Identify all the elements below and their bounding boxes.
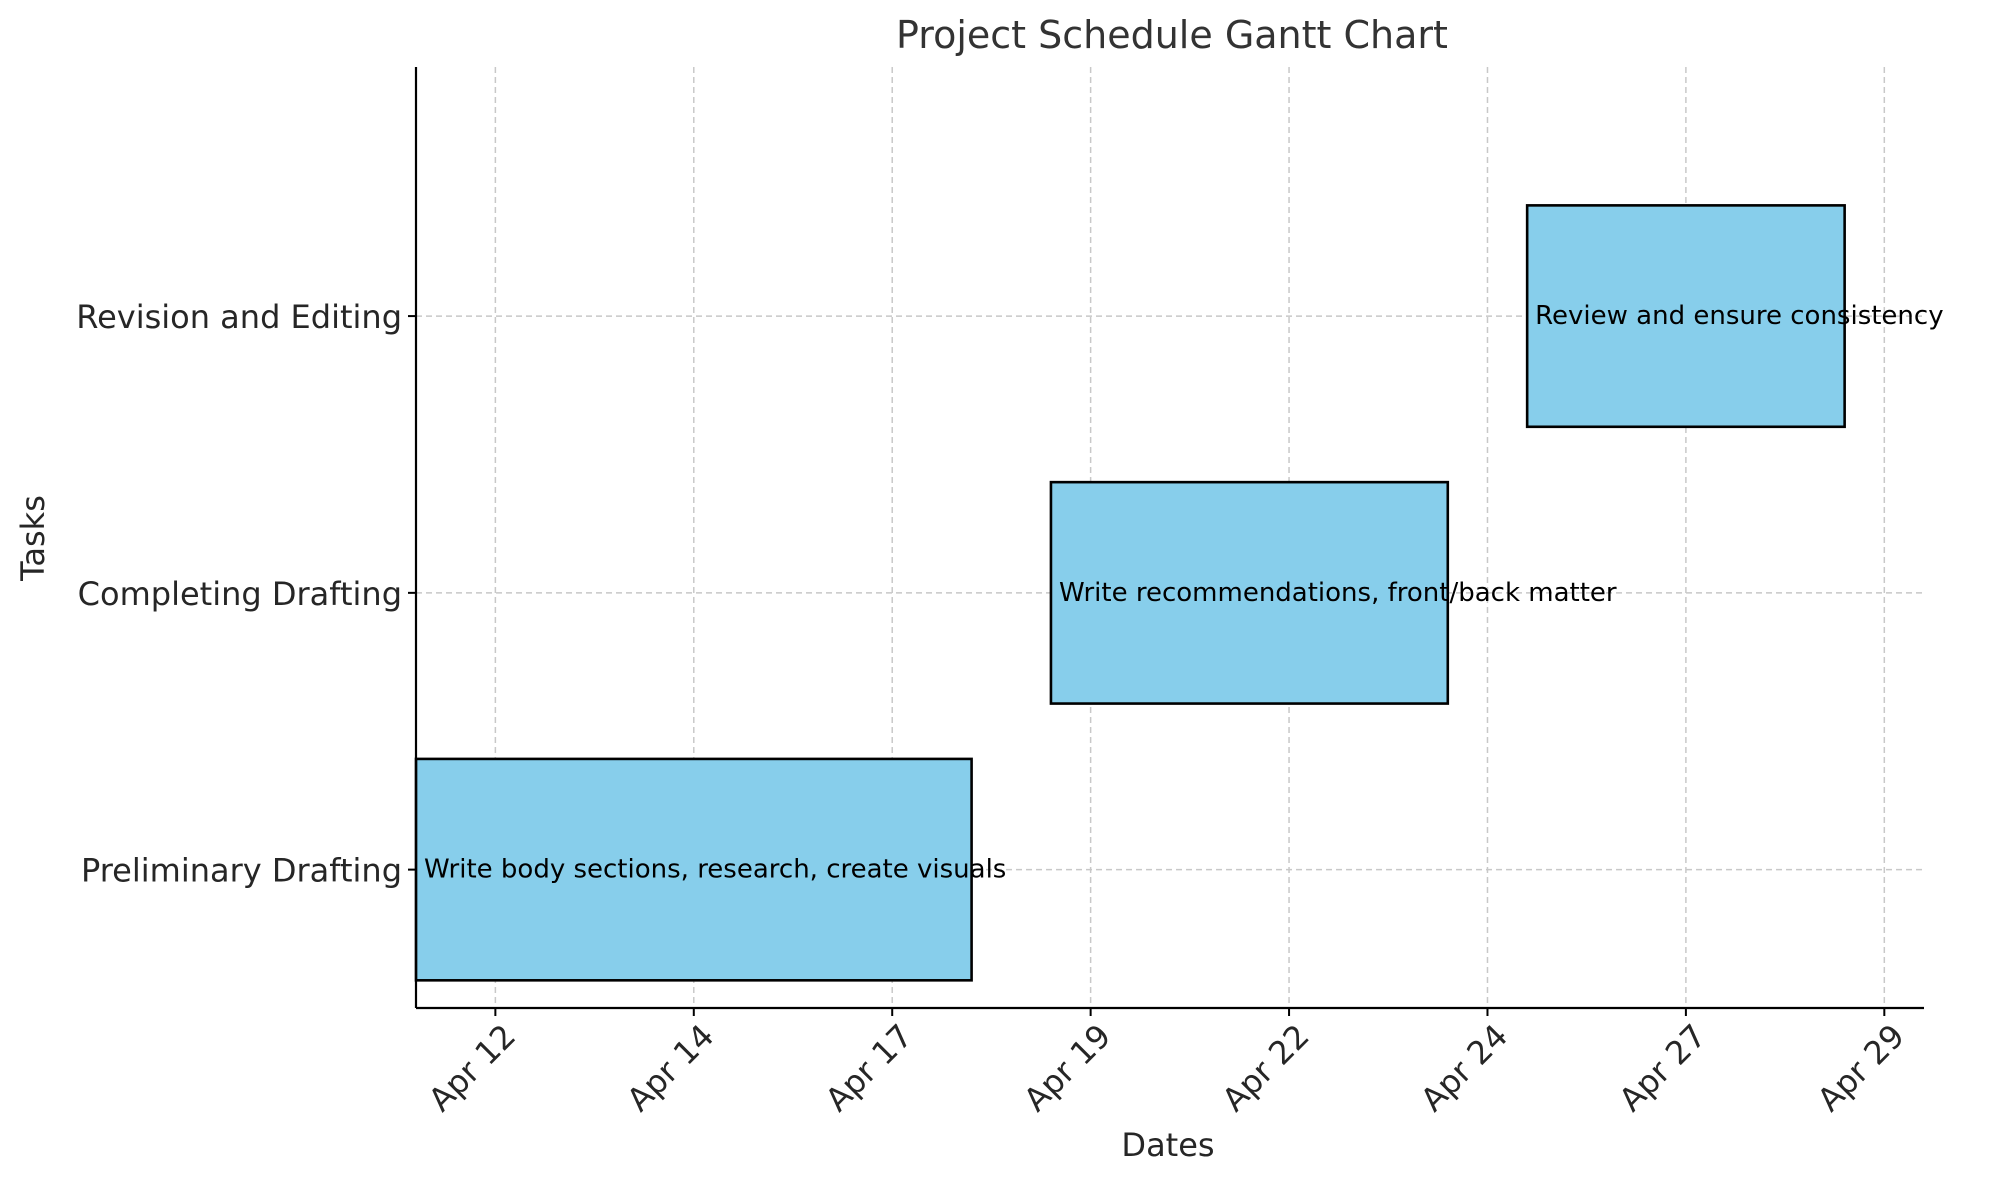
task-bar <box>1525 204 1846 429</box>
x-tick-label: Apr 29 <box>1810 1017 1912 1119</box>
y-axis-label: Tasks <box>14 495 52 582</box>
y-tick-label: Preliminary Drafting <box>81 852 402 890</box>
x-tick-label: Apr 12 <box>421 1017 523 1119</box>
chart-title: Project Schedule Gantt Chart <box>896 13 1448 57</box>
task-descriptions: Write body sections, research, create vi… <box>424 301 1944 885</box>
x-tick-label: Apr 14 <box>619 1017 721 1119</box>
y-tick-label: Revision and Editing <box>76 298 402 336</box>
task-description-label: Write body sections, research, create vi… <box>424 855 1006 885</box>
task-description-label: Write recommendations, front/back matter <box>1059 578 1617 608</box>
axes-spines <box>414 67 1924 1010</box>
x-tick-label: Apr 17 <box>818 1017 920 1119</box>
x-axis-label: Dates <box>1121 1126 1214 1164</box>
task-description-label: Review and ensure consistency <box>1535 301 1943 331</box>
task-bars <box>414 204 1846 982</box>
task-bar <box>414 757 973 982</box>
x-tick-label: Apr 24 <box>1413 1017 1515 1119</box>
y-tick-label: Completing Drafting <box>78 575 402 613</box>
x-tick-label: Apr 19 <box>1016 1017 1118 1119</box>
task-bar <box>1049 480 1450 705</box>
x-tick-label: Apr 27 <box>1612 1017 1714 1119</box>
x-tick-label: Apr 22 <box>1215 1017 1317 1119</box>
